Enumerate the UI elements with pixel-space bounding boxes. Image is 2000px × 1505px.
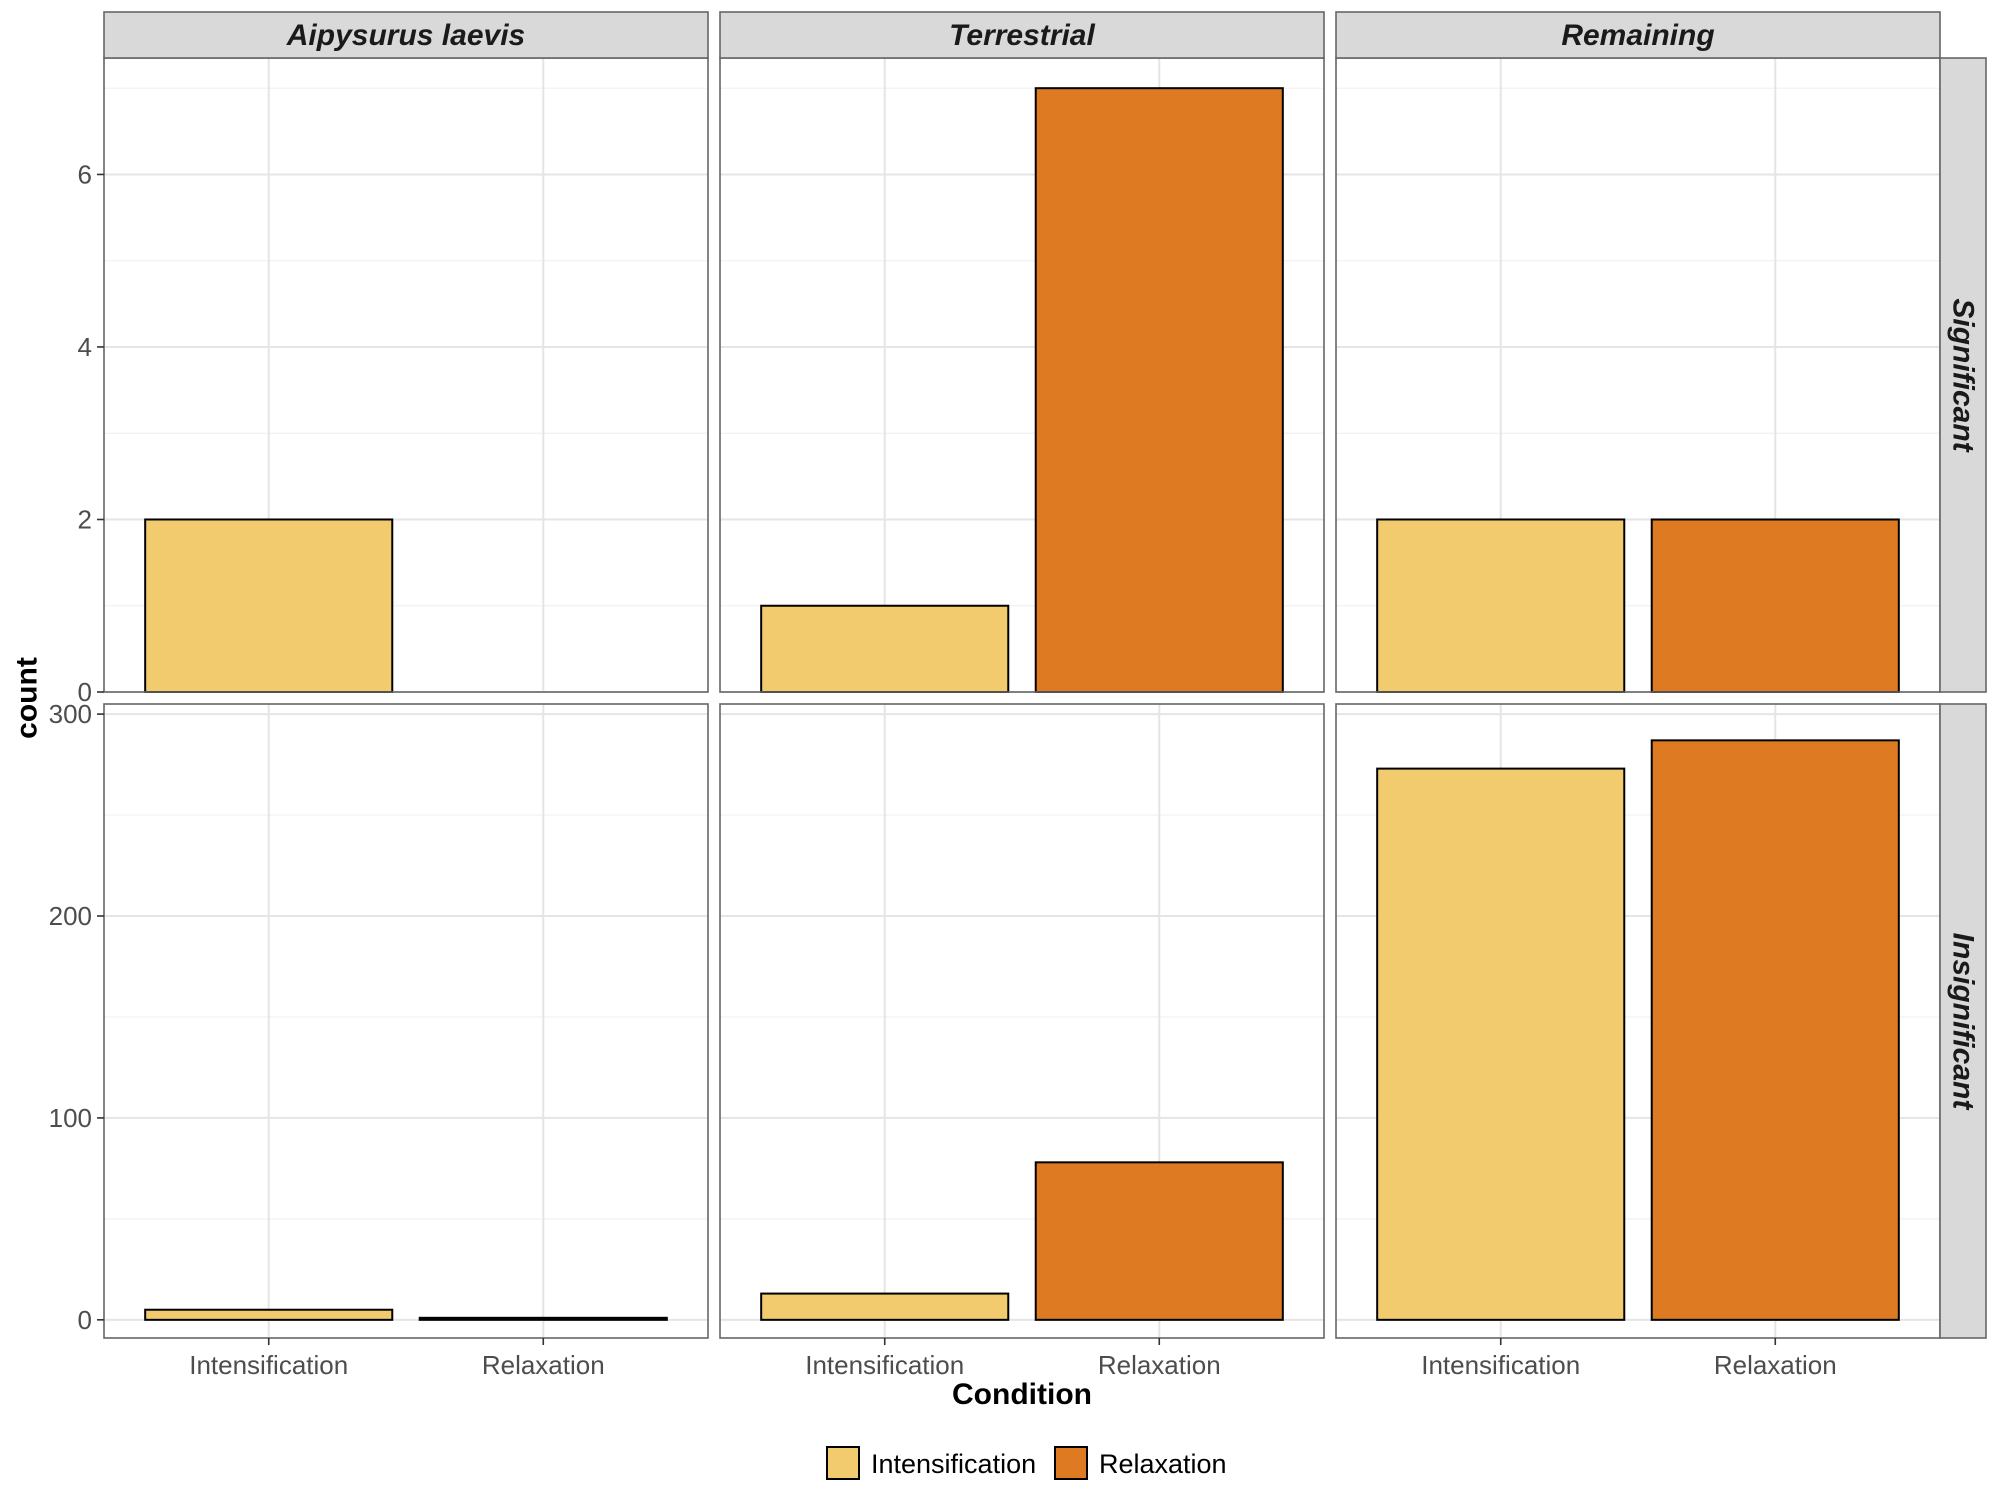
- x-tick-label: Relaxation: [1098, 1350, 1221, 1380]
- bar-relaxation: [1650, 739, 1900, 1321]
- x-axis-title: Condition: [952, 1378, 1092, 1411]
- legend-key-relaxation: [1054, 1446, 1088, 1480]
- y-tick-label: 300: [49, 699, 92, 729]
- bar-intensification: [1376, 518, 1626, 693]
- bar-intensification: [1376, 767, 1626, 1321]
- panel-border: [103, 703, 709, 1339]
- strip-background: [103, 11, 709, 59]
- x-tick-label: Intensification: [1421, 1350, 1580, 1380]
- bar-relaxation: [1034, 87, 1284, 693]
- y-tick-label: 200: [49, 901, 92, 931]
- y-axis-title: count: [11, 657, 44, 739]
- strip-background: [1939, 57, 1987, 693]
- y-tick-label: 0: [78, 677, 92, 707]
- strip-background: [719, 11, 1325, 59]
- y-tick-label: 2: [78, 504, 92, 534]
- y-tick-label: 4: [78, 332, 92, 362]
- strip-label: Terrestrial: [949, 19, 1095, 52]
- y-tick-label: 100: [49, 1103, 92, 1133]
- legend: Intensification Relaxation: [826, 1446, 1227, 1480]
- strip-background: [1335, 11, 1941, 59]
- x-tick-label: Relaxation: [1714, 1350, 1837, 1380]
- bar-intensification: [760, 604, 1010, 694]
- strip-remaining: Remaining: [1335, 11, 1941, 59]
- strip-insignificant: Insignificant: [1939, 703, 1987, 1339]
- panel-background: [104, 704, 708, 1338]
- bar-relaxation: [1034, 1161, 1284, 1321]
- x-tick-label: Relaxation: [482, 1350, 605, 1380]
- panel-significant-terrestrial: [719, 57, 1325, 694]
- bar-intensification: [144, 518, 394, 693]
- strip-label: Significant: [1947, 298, 1980, 453]
- bar-intensification: [144, 1308, 394, 1321]
- y-tick-label: 0: [78, 1305, 92, 1335]
- legend-label-intensification: Intensification: [871, 1449, 1036, 1479]
- bar-relaxation: [418, 1316, 668, 1321]
- strip-terrestrial: Terrestrial: [719, 11, 1325, 59]
- legend-label-relaxation: Relaxation: [1099, 1449, 1227, 1479]
- strip-significant: Significant: [1939, 57, 1987, 693]
- legend-key-intensification: [826, 1446, 860, 1480]
- panel-insignificant-aipysurus-laevis: [103, 703, 709, 1339]
- bar-intensification: [760, 1292, 1010, 1321]
- bar-relaxation: [1650, 518, 1900, 693]
- panel-insignificant-remaining: [1335, 703, 1941, 1339]
- strip-label: Remaining: [1561, 19, 1714, 52]
- y-tick-label: 6: [78, 159, 92, 189]
- strip-label: Aipysurus laevis: [286, 19, 525, 52]
- panel-border: [719, 703, 1325, 1339]
- x-tick-label: Intensification: [189, 1350, 348, 1380]
- strip-aipysurus-laevis: Aipysurus laevis: [103, 11, 709, 59]
- panel-significant-aipysurus-laevis: [103, 57, 709, 693]
- panel-insignificant-terrestrial: [719, 703, 1325, 1339]
- panel-significant-remaining: [1335, 57, 1941, 693]
- strip-label: Insignificant: [1947, 933, 1980, 1112]
- x-tick-label: Intensification: [805, 1350, 964, 1380]
- strip-background: [1939, 703, 1987, 1339]
